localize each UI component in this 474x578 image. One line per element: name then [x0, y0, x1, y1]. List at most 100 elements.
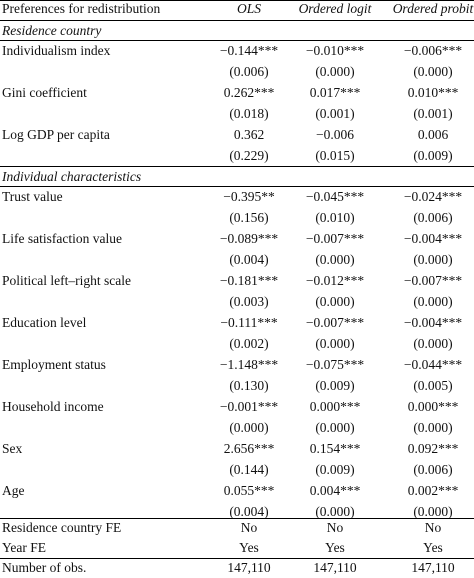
cell-probit: 147,110: [411, 560, 455, 575]
cell-logit: (0.010): [315, 210, 355, 225]
cell-logit: (0.015): [315, 148, 355, 163]
cell-probit: (0.000): [413, 252, 453, 267]
cell-probit: −0.006***: [403, 43, 463, 58]
footer-row: Year FE Yes Yes Yes: [0, 537, 474, 558]
cell-probit: (0.009): [413, 148, 453, 163]
cell-ols: (0.144): [229, 462, 269, 477]
row-label: Age: [2, 483, 25, 498]
cell-ols: (0.156): [229, 210, 269, 225]
row-label: Life satisfaction value: [2, 231, 122, 246]
header-label: Preferences for redistribution: [2, 1, 161, 16]
cell-probit: (0.006): [413, 462, 453, 477]
cell-probit: No: [424, 520, 442, 535]
row-label: Household income: [2, 399, 104, 414]
table-row: Sex 2.656*** 0.154*** 0.092***: [0, 438, 474, 459]
cell-ols: Yes: [239, 540, 259, 555]
cell-ols: (0.018): [229, 106, 269, 121]
section-rule: [0, 166, 474, 167]
cell-ols: (0.000): [229, 420, 269, 435]
row-label: Sex: [2, 441, 23, 456]
table-row: (0.144) (0.009) (0.006): [0, 459, 474, 480]
footer-row: Number of obs. 147,110 147,110 147,110: [0, 557, 474, 578]
row-label: Year FE: [2, 540, 47, 555]
cell-ols: −0.001***: [219, 399, 279, 414]
row-label: Employment status: [2, 357, 106, 372]
row-label: Trust value: [2, 189, 63, 204]
table-row: Individualism index −0.144*** −0.010*** …: [0, 40, 474, 61]
table-row: (0.003) (0.000) (0.000): [0, 291, 474, 312]
table-row: Age 0.055*** 0.004*** 0.002***: [0, 480, 474, 501]
cell-probit: −0.044***: [403, 357, 463, 372]
section-row: Residence country: [0, 20, 474, 41]
table-row: Life satisfaction value −0.089*** −0.007…: [0, 228, 474, 249]
cell-logit: No: [326, 520, 344, 535]
table-row: Trust value −0.395** −0.045*** −0.024***: [0, 186, 474, 207]
cell-logit: (0.000): [315, 64, 355, 79]
cell-ols: −0.181***: [219, 273, 279, 288]
cell-probit: Yes: [423, 540, 443, 555]
table-row: (0.004) (0.000) (0.000): [0, 501, 474, 522]
cell-logit: (0.000): [315, 420, 355, 435]
cell-ols: 2.656***: [223, 441, 275, 456]
cell-ols: (0.004): [229, 504, 269, 519]
table-row: Log GDP per capita 0.362 −0.006 0.006: [0, 124, 474, 145]
cell-logit: −0.075***: [305, 357, 365, 372]
cell-ols: (0.130): [229, 378, 269, 393]
footer-rule: [0, 558, 474, 559]
cell-logit: 0.000***: [309, 399, 361, 414]
table-row: Employment status −1.148*** −0.075*** −0…: [0, 354, 474, 375]
cell-logit: Yes: [325, 540, 345, 555]
cell-logit: (0.009): [315, 378, 355, 393]
table-row: (0.004) (0.000) (0.000): [0, 249, 474, 270]
cell-logit: (0.000): [315, 252, 355, 267]
cell-logit: (0.000): [315, 336, 355, 351]
footer-row: Residence country FE No No No: [0, 517, 474, 538]
section-rule: [0, 40, 474, 41]
cell-logit: −0.045***: [305, 189, 365, 204]
cell-probit: (0.000): [413, 294, 453, 309]
cell-logit: (0.000): [315, 294, 355, 309]
cell-ols: −0.395**: [223, 189, 275, 204]
cell-probit: 0.006: [417, 127, 449, 142]
cell-logit: (0.009): [315, 462, 355, 477]
header-col-ols: OLS: [236, 1, 261, 16]
header-rule: [0, 20, 474, 21]
cell-ols: (0.003): [229, 294, 269, 309]
cell-logit: −0.010***: [305, 43, 365, 58]
header-col-ordered-probit: Ordered probit: [392, 1, 474, 16]
table-row: (0.002) (0.000) (0.000): [0, 333, 474, 354]
cell-ols: (0.006): [229, 64, 269, 79]
row-label: Log GDP per capita: [2, 127, 110, 142]
cell-probit: −0.024***: [403, 189, 463, 204]
cell-ols: 147,110: [227, 560, 271, 575]
cell-ols: −0.089***: [219, 231, 279, 246]
cell-probit: −0.004***: [403, 231, 463, 246]
cell-logit: −0.007***: [305, 231, 365, 246]
cell-logit: 0.154***: [309, 441, 361, 456]
cell-ols: (0.229): [229, 148, 269, 163]
cell-ols: −1.148***: [219, 357, 279, 372]
cell-probit: 0.092***: [407, 441, 459, 456]
cell-ols: −0.144***: [219, 43, 279, 58]
table-header-row: Preferences for redistribution OLS Order…: [0, 0, 474, 19]
cell-ols: −0.111***: [220, 315, 278, 330]
cell-logit: 147,110: [313, 560, 357, 575]
cell-logit: −0.012***: [305, 273, 365, 288]
cell-probit: −0.004***: [403, 315, 463, 330]
cell-probit: 0.002***: [407, 483, 459, 498]
cell-ols: 0.262***: [223, 85, 275, 100]
cell-logit: (0.001): [315, 106, 355, 121]
row-label: Political left–right scale: [2, 273, 131, 288]
cell-ols: (0.002): [229, 336, 269, 351]
row-label: Number of obs.: [2, 560, 87, 575]
cell-ols: 0.055***: [223, 483, 275, 498]
cell-ols: 0.362: [233, 127, 265, 142]
table-row: (0.156) (0.010) (0.006): [0, 207, 474, 228]
table-top-rule: [0, 0, 474, 1]
cell-probit: 0.000***: [407, 399, 459, 414]
cell-probit: −0.007***: [403, 273, 463, 288]
cell-logit: (0.000): [315, 504, 355, 519]
cell-ols: (0.004): [229, 252, 269, 267]
table-row: (0.130) (0.009) (0.005): [0, 375, 474, 396]
cell-probit: (0.005): [413, 378, 453, 393]
